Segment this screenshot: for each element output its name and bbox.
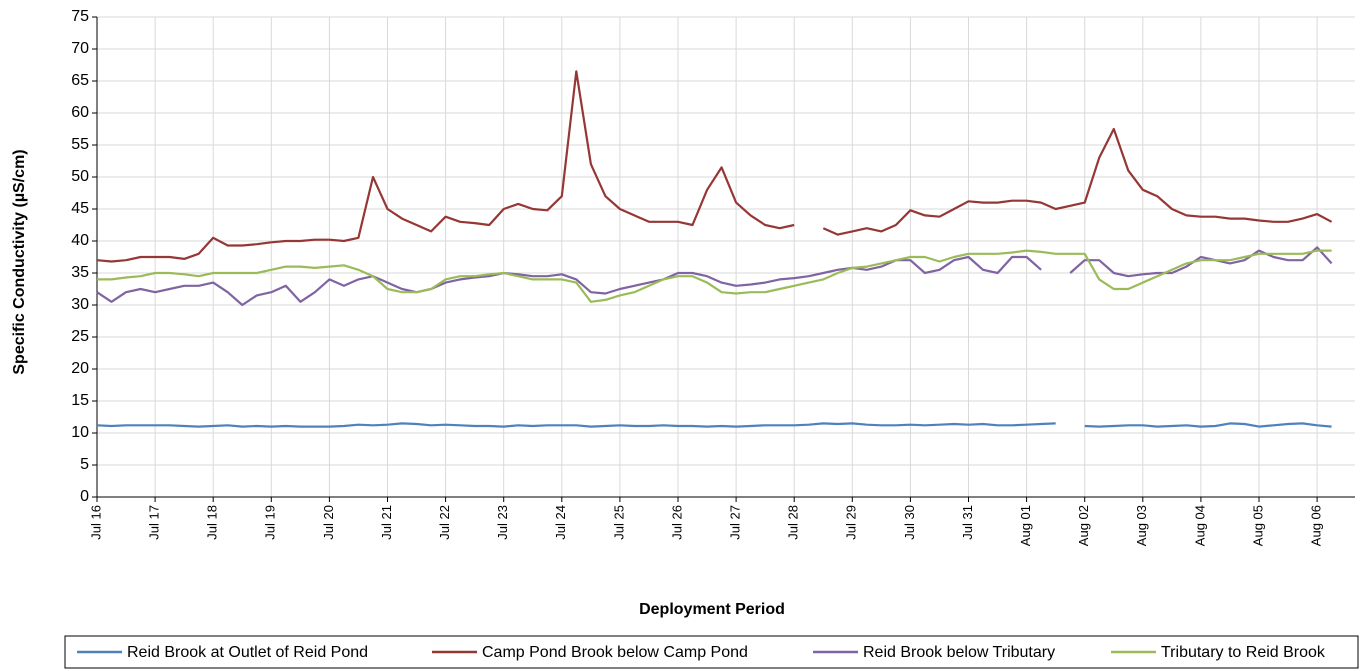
x-tick-label: Jul 27 — [728, 505, 743, 540]
x-tick-label: Jul 20 — [321, 505, 336, 540]
y-tick-label: 10 — [71, 424, 89, 441]
legend-label: Tributary to Reid Brook — [1161, 644, 1326, 661]
y-tick-label: 5 — [80, 456, 89, 473]
y-tick-label: 65 — [71, 72, 89, 89]
x-axis-title: Deployment Period — [639, 601, 785, 618]
x-tick-label: Jul 30 — [902, 505, 917, 540]
y-tick-label: 60 — [71, 104, 89, 121]
x-tick-label: Aug 04 — [1192, 505, 1207, 546]
y-tick-label: 70 — [71, 40, 89, 57]
y-tick-label: 40 — [71, 232, 89, 249]
x-tick-label: Jul 23 — [495, 505, 510, 540]
x-tick-label: Aug 02 — [1076, 505, 1091, 546]
x-tick-label: Aug 01 — [1018, 505, 1033, 546]
y-tick-label: 30 — [71, 296, 89, 313]
x-tick-label: Jul 22 — [437, 505, 452, 540]
x-tick-label: Jul 31 — [960, 505, 975, 540]
legend-label: Camp Pond Brook below Camp Pond — [482, 644, 748, 661]
y-tick-label: 0 — [80, 488, 89, 505]
y-tick-label: 20 — [71, 360, 89, 377]
x-tick-label: Jul 26 — [669, 505, 684, 540]
legend-label: Reid Brook at Outlet of Reid Pond — [127, 644, 368, 661]
x-tick-label: Aug 06 — [1309, 505, 1324, 546]
y-axis-title: Specific Conductivity (µS/cm) — [11, 149, 28, 374]
x-tick-label: Jul 16 — [88, 505, 103, 540]
y-tick-label: 45 — [71, 200, 89, 217]
y-tick-label: 55 — [71, 136, 89, 153]
series-line — [96, 422, 1332, 428]
x-tick-label: Jul 17 — [147, 505, 162, 540]
x-tick-label: Jul 21 — [379, 505, 394, 540]
y-tick-label: 75 — [71, 8, 89, 25]
x-tick-label: Aug 05 — [1250, 505, 1265, 546]
x-tick-label: Aug 03 — [1134, 505, 1149, 546]
y-tick-label: 25 — [71, 328, 89, 345]
x-tick-label: Jul 25 — [611, 505, 626, 540]
y-tick-label: 35 — [71, 264, 89, 281]
series-line — [97, 249, 1332, 303]
series-line — [96, 246, 1333, 307]
y-tick-label: 15 — [71, 392, 89, 409]
x-tick-label: Jul 28 — [786, 505, 801, 540]
x-tick-label: Jul 29 — [844, 505, 859, 540]
x-tick-label: Jul 24 — [553, 505, 568, 540]
legend-box — [64, 635, 1359, 669]
x-tick-label: Jul 18 — [205, 505, 220, 540]
series-line — [96, 70, 1333, 263]
y-tick-label: 50 — [71, 168, 89, 185]
legend-label: Reid Brook below Tributary — [863, 644, 1055, 661]
x-tick-label: Jul 19 — [263, 505, 278, 540]
